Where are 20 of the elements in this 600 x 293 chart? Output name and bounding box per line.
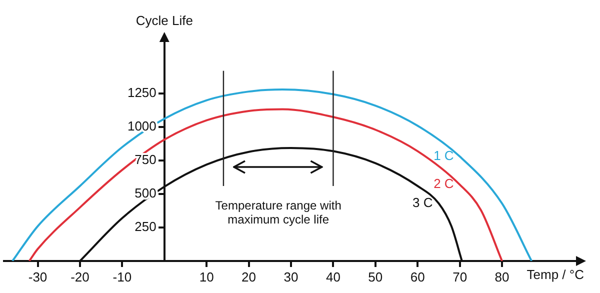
x-axis-title: Temp / °C (526, 267, 584, 282)
x-tick-label: 40 (326, 269, 340, 284)
x-tick-label: -20 (70, 269, 90, 284)
x-tick-label: -30 (28, 269, 48, 284)
x-tick-label: 10 (199, 269, 214, 284)
x-tick-label: 30 (284, 269, 298, 284)
annotation: Temperature range with maximum cycle life (215, 198, 342, 226)
series-label: 3 C (412, 194, 433, 210)
y-axis-title: Cycle Life (136, 13, 193, 28)
y-tick-label: 750 (134, 152, 156, 168)
series-label: 1 C (434, 148, 454, 164)
x-tick-label: 80 (494, 269, 510, 284)
x-tick-label: -10 (112, 269, 132, 284)
y-tick-label: 250 (134, 219, 156, 234)
x-tick-label: 50 (368, 269, 383, 284)
x-tick-label: 70 (452, 269, 468, 284)
series-label: 2 C (434, 176, 454, 192)
x-tick-label: 20 (242, 269, 256, 284)
y-tick-label: 1250 (127, 85, 156, 100)
x-tick-label: 60 (410, 269, 425, 284)
